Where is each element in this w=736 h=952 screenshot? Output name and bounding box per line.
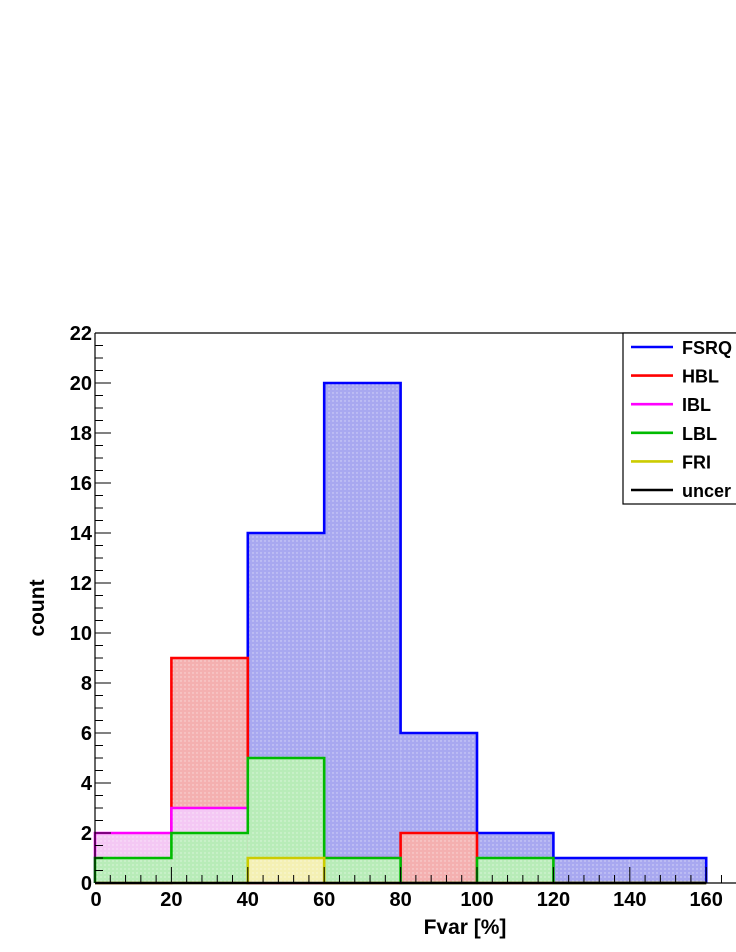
legend-label-fsrq: FSRQ: [682, 338, 732, 358]
y-tick-label: 22: [70, 323, 92, 345]
y-tick-label: 4: [81, 773, 93, 795]
legend-label-fri: FRI: [682, 452, 711, 472]
y-axis: 0 2 4 6 8 10 12 14 16 18 20 22: [70, 323, 111, 895]
x-tick-label: 60: [313, 889, 335, 911]
bar-texture: [171, 833, 248, 883]
histogram-bars: [93, 381, 708, 885]
x-tick-label: 20: [160, 889, 182, 911]
legend: FSRQ HBL IBL LBL FRI uncer: [622, 332, 736, 505]
y-axis-title: count: [26, 579, 49, 636]
bar-texture: [95, 858, 172, 883]
y-tick-label: 16: [70, 473, 92, 495]
bar-texture: [477, 858, 554, 883]
bar-texture: [629, 858, 707, 883]
y-tick-label: 0: [81, 873, 92, 895]
bar-texture: [324, 858, 401, 883]
y-tick-label: 10: [70, 623, 92, 645]
y-tick-label: 18: [70, 423, 92, 445]
x-tick-label: 140: [613, 889, 646, 911]
legend-box: [622, 332, 736, 505]
legend-label-hbl: HBL: [682, 367, 719, 387]
x-tick-label: 80: [389, 889, 411, 911]
bar-texture: [324, 383, 401, 883]
legend-label-uncertain: uncer: [682, 481, 731, 501]
legend-label-ibl: IBL: [682, 395, 711, 415]
x-axis-title: Fvar [%]: [424, 916, 507, 939]
x-tick-label: 40: [237, 889, 259, 911]
y-tick-label: 8: [81, 673, 92, 695]
bar-texture: [400, 833, 477, 883]
x-tick-label: 0: [90, 889, 101, 911]
legend-label-lbl: LBL: [682, 424, 717, 444]
x-axis: 0 20 40 60 80 100 120 140 160: [90, 867, 723, 911]
y-tick-label: 6: [81, 723, 92, 745]
bar-texture: [247, 858, 325, 883]
y-tick-label: 14: [70, 523, 93, 545]
y-tick-label: 20: [70, 373, 92, 395]
y-tick-label: 2: [81, 823, 92, 845]
bar-texture: [553, 858, 630, 883]
y-tick-label: 12: [70, 573, 92, 595]
x-tick-label: 100: [460, 889, 493, 911]
x-tick-label: 160: [690, 889, 723, 911]
x-tick-label: 120: [537, 889, 570, 911]
